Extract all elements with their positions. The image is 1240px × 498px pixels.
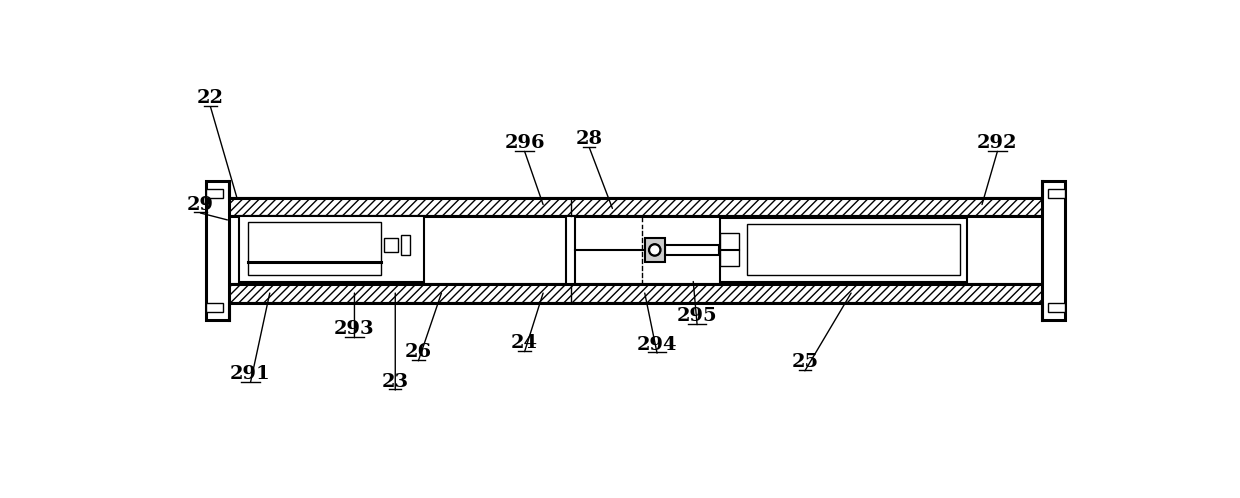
Text: 294: 294 [637,336,677,354]
Text: 291: 291 [231,365,270,383]
Bar [645,239,665,261]
Text: 23: 23 [382,373,409,390]
Bar [720,218,967,281]
Bar [248,222,382,275]
Text: 24: 24 [511,334,538,352]
Bar [206,189,223,198]
Bar [206,303,223,312]
Bar [401,236,410,255]
Bar [748,224,961,275]
Bar [383,239,398,252]
Text: 296: 296 [505,134,544,152]
Bar [1042,181,1065,320]
Bar [720,233,739,266]
Text: 293: 293 [334,320,374,338]
Bar [665,246,719,254]
Bar [1048,303,1065,312]
Bar [567,216,575,284]
Bar [227,198,1048,216]
Circle shape [649,244,661,256]
Text: 292: 292 [977,134,1018,152]
Bar [239,216,424,281]
Text: 25: 25 [791,354,818,372]
Text: 26: 26 [404,343,432,362]
Bar [1048,189,1065,198]
Text: 29: 29 [187,196,215,214]
Bar [227,284,1048,303]
Text: 22: 22 [197,89,224,107]
Bar [206,181,229,320]
Text: 28: 28 [575,130,603,148]
Circle shape [651,246,658,254]
Text: 295: 295 [677,307,718,325]
